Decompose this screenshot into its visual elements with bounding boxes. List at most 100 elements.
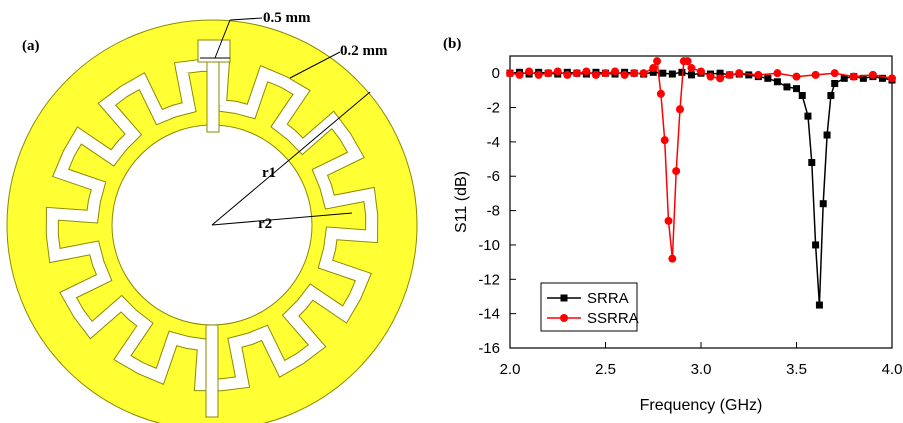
data-point: [827, 92, 835, 100]
data-point: [515, 70, 524, 79]
y-tick-label: -12: [478, 271, 500, 288]
data-point: [815, 301, 823, 309]
data-point: [649, 68, 657, 76]
data-point: [506, 69, 514, 78]
data-point: [798, 92, 806, 100]
legend: SRRA SSRRA: [540, 282, 639, 332]
data-point: [653, 57, 662, 66]
legend-box: [540, 282, 638, 332]
data-point: [706, 72, 715, 81]
resonator-diagram: (a) 0.5 mm 0.2 mm r1 r2: [6, 10, 418, 423]
data-point: [672, 167, 681, 176]
series-ssrra: [506, 57, 896, 263]
data-point: [808, 158, 816, 166]
data-point: [572, 69, 581, 78]
data-point: [819, 200, 827, 208]
data-point: [830, 69, 839, 78]
series-srra: [506, 68, 896, 309]
series-line: [509, 71, 893, 306]
data-point: [649, 64, 658, 73]
data-point: [831, 79, 839, 87]
y-tick-label: -2: [487, 100, 500, 117]
y-tick-label: -10: [478, 237, 500, 254]
data-point: [668, 70, 676, 78]
data-point: [697, 67, 705, 76]
legend-item: SRRA: [547, 290, 629, 307]
series-line: [509, 58, 893, 259]
data-point: [687, 64, 696, 73]
axes: 2.0 2.5 3.0 3.5 4.0 0 -2 -4 -6 -8 -10 -12 -14 -16: [478, 65, 902, 378]
data-point: [840, 74, 848, 82]
data-point: [716, 74, 725, 83]
y-axis-title: S11 (dB): [453, 171, 470, 233]
data-point: [792, 72, 801, 81]
feed-slot: [205, 324, 219, 418]
data-point: [660, 136, 669, 145]
data-point: [735, 69, 744, 78]
data-point: [601, 69, 610, 78]
y-tick-label: -16: [478, 340, 500, 357]
legend-item: SSRRA: [547, 310, 639, 327]
data-point: [534, 70, 543, 79]
data-point: [656, 89, 665, 98]
data-point: [591, 70, 600, 79]
data-point: [773, 78, 781, 86]
data-point: [783, 83, 791, 91]
legend-label: SRRA: [587, 290, 629, 307]
meander-slot: [46, 59, 378, 391]
data-point: [888, 74, 896, 83]
legend-label: SSRRA: [587, 310, 639, 327]
data-point: [683, 57, 692, 66]
data-point: [563, 70, 572, 79]
data-point: [754, 70, 763, 79]
data-point: [764, 74, 772, 82]
dimension-gap: [200, 17, 263, 59]
data-point: [664, 216, 673, 225]
y-tick-label: -4: [487, 134, 500, 151]
data-point: [620, 70, 629, 79]
data-point: [868, 70, 877, 79]
x-tick-label: 4.0: [882, 361, 903, 378]
data-point: [611, 67, 620, 76]
radius-r1-label: r1: [262, 165, 276, 181]
data-point: [582, 67, 591, 76]
y-tick-label: -6: [487, 168, 500, 185]
data-point: [804, 112, 812, 120]
y-tick-label: -14: [478, 306, 500, 323]
data-point: [823, 131, 831, 139]
data-point: [630, 69, 639, 78]
data-point: [553, 67, 562, 76]
dimension-gap-label: 0.5 mm: [263, 10, 311, 26]
data-point: [678, 68, 686, 76]
data-point: [849, 72, 858, 81]
dimension-strip-label: 0.2 mm: [340, 43, 388, 59]
x-tick-label: 2.0: [500, 361, 521, 378]
series-group: [506, 57, 896, 309]
data-point: [812, 241, 820, 249]
data-point: [668, 254, 677, 263]
top-slot: [206, 61, 220, 133]
data-point: [793, 85, 800, 93]
y-tick-label: -8: [487, 203, 500, 220]
data-point: [773, 69, 782, 78]
y-tick-label: 0: [492, 65, 500, 82]
data-point: [525, 67, 534, 76]
x-tick-label: 3.0: [691, 361, 712, 378]
data-point: [745, 71, 753, 79]
legend-swatch-marker: [560, 294, 568, 302]
data-point: [659, 69, 667, 77]
data-point: [687, 71, 695, 79]
radius-r2-label: r2: [258, 216, 272, 232]
dimension-strip: [289, 51, 341, 79]
slot-group: [45, 39, 379, 418]
data-point: [544, 69, 553, 78]
legend-swatch-marker: [560, 314, 568, 322]
x-axis-title: Frequency (GHz): [640, 397, 763, 414]
x-tick-label: 2.5: [595, 361, 616, 378]
x-tick-label: 3.5: [786, 361, 807, 378]
data-point: [716, 69, 724, 77]
data-point: [878, 74, 886, 82]
data-point: [675, 105, 684, 114]
panel-a-label: (a): [22, 38, 40, 54]
